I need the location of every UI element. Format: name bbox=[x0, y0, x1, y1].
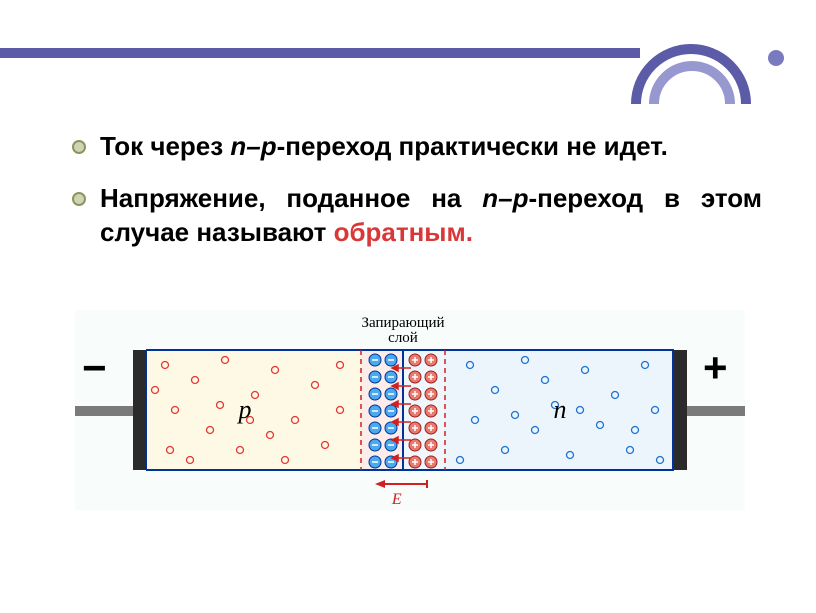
bullet-list: Ток через n–p-переход практически не иде… bbox=[72, 130, 762, 267]
bullet-text-2: Напряжение, поданное на n–p-переход в эт… bbox=[100, 182, 762, 250]
depletion-label-1: Запирающий bbox=[362, 315, 445, 331]
e-field-arrow bbox=[375, 480, 427, 488]
bullet-item: Напряжение, поданное на n–p-переход в эт… bbox=[72, 182, 762, 250]
terminal-minus: − bbox=[82, 344, 107, 392]
bullet-item: Ток через n–p-переход практически не иде… bbox=[72, 130, 762, 164]
header-underline bbox=[0, 48, 640, 58]
contact-left bbox=[133, 350, 147, 470]
contact-right bbox=[673, 350, 687, 470]
n-label: n bbox=[554, 395, 567, 424]
lead-left bbox=[75, 406, 137, 416]
lead-right bbox=[683, 406, 745, 416]
bullet-marker bbox=[72, 192, 86, 206]
bullet-text-1: Ток через n–p-переход практически не иде… bbox=[100, 130, 668, 164]
p-label: p bbox=[237, 395, 252, 424]
depletion-label-2: слой bbox=[388, 330, 418, 346]
terminal-plus: + bbox=[703, 344, 728, 392]
pn-junction-figure: p n Запирающий слой E⃗ bbox=[75, 310, 745, 510]
bullet-marker bbox=[72, 140, 86, 154]
header-arc-decoration bbox=[626, 14, 786, 104]
e-field-label: E⃗ bbox=[391, 491, 414, 508]
